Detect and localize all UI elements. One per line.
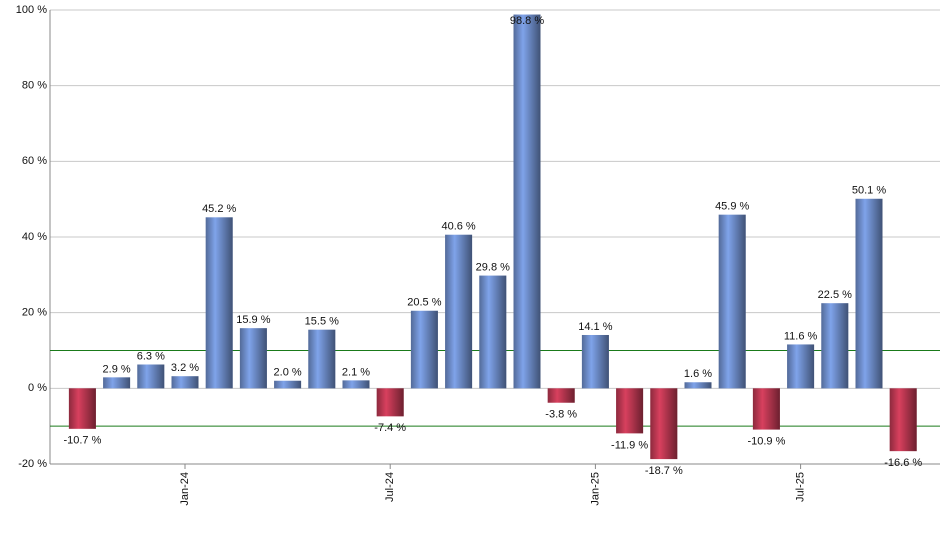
y-tick-label: 20 % xyxy=(22,307,47,319)
bar xyxy=(342,380,370,389)
x-tick-label: Jul-25 xyxy=(795,472,807,502)
value-label: 3.2 % xyxy=(171,362,199,374)
value-label: 98.8 % xyxy=(510,15,544,27)
value-label: -11.9 % xyxy=(611,439,648,451)
bar xyxy=(376,388,404,417)
value-label: 2.9 % xyxy=(103,363,131,375)
value-label: 45.2 % xyxy=(202,203,236,215)
bar xyxy=(684,382,712,389)
value-label: 22.5 % xyxy=(818,289,852,301)
bar xyxy=(855,198,883,389)
value-label: -16.6 % xyxy=(884,457,922,469)
value-label: 6.3 % xyxy=(137,350,165,362)
y-tick-label: 60 % xyxy=(22,155,47,167)
value-label: -10.7 % xyxy=(63,435,101,447)
bar xyxy=(308,329,336,389)
bar xyxy=(239,328,267,389)
bar xyxy=(205,217,233,389)
bar xyxy=(616,388,644,434)
bar xyxy=(68,388,96,429)
bar xyxy=(445,234,473,389)
bar xyxy=(479,275,507,389)
value-label: 15.5 % xyxy=(305,316,339,328)
bar xyxy=(547,388,575,403)
value-label: 15.9 % xyxy=(236,314,270,326)
x-tick-label: Jan-24 xyxy=(179,472,191,506)
bar xyxy=(274,380,302,389)
value-label: 45.9 % xyxy=(715,201,749,213)
value-label: 50.1 % xyxy=(852,185,886,197)
bar xyxy=(718,214,746,389)
bar xyxy=(103,377,131,389)
value-label: -3.8 % xyxy=(545,409,577,421)
value-label: 20.5 % xyxy=(407,297,441,309)
bar xyxy=(513,14,541,389)
value-label: -10.9 % xyxy=(747,435,785,447)
x-tick-label: Jul-24 xyxy=(384,472,396,502)
y-tick-label: -20 % xyxy=(18,458,47,470)
bar xyxy=(787,344,815,389)
bar xyxy=(137,364,165,389)
y-tick-label: 40 % xyxy=(22,231,47,243)
bar xyxy=(889,388,917,452)
value-label: -18.7 % xyxy=(645,465,683,477)
y-tick-label: 100 % xyxy=(16,4,47,16)
bar xyxy=(581,334,609,389)
value-label: 14.1 % xyxy=(578,321,612,333)
value-label: 11.6 % xyxy=(784,330,818,342)
value-label: 29.8 % xyxy=(476,261,510,273)
bar xyxy=(650,388,678,460)
bar xyxy=(171,376,199,389)
y-tick-label: 80 % xyxy=(22,80,47,92)
bar xyxy=(752,388,780,430)
value-label: 40.6 % xyxy=(441,221,475,233)
value-label: 2.0 % xyxy=(274,367,302,379)
value-label: 2.1 % xyxy=(342,366,370,378)
y-tick-label: 0 % xyxy=(28,382,47,394)
bar xyxy=(821,303,849,389)
bar xyxy=(410,310,438,389)
value-label: -7.4 % xyxy=(374,422,406,434)
value-label: 1.6 % xyxy=(684,368,712,380)
x-tick-label: Jan-25 xyxy=(589,472,601,506)
